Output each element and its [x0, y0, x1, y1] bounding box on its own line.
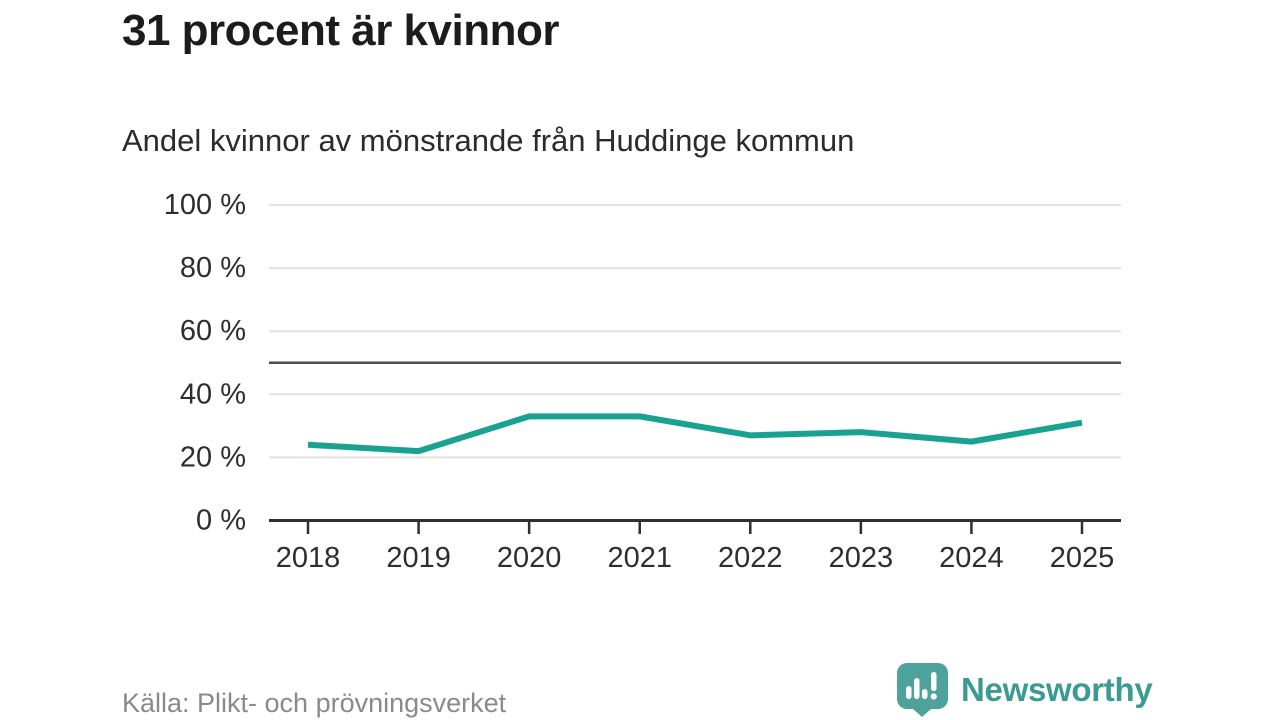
y-tick-label: 20 % [180, 441, 246, 473]
x-tick-label: 2024 [939, 542, 1004, 574]
y-tick-label: 60 % [180, 315, 246, 347]
chart-subtitle: Andel kvinnor av mönstrande från Hudding… [122, 123, 855, 158]
x-tick-label: 2019 [386, 542, 451, 574]
brand-name: Newsworthy [961, 671, 1153, 708]
x-tick-label: 2025 [1050, 542, 1115, 574]
y-tick-label: 80 % [180, 252, 246, 284]
x-tick-label: 2022 [718, 542, 783, 574]
x-tick-label: 2021 [607, 542, 672, 574]
brand-logo: Newsworthy [897, 663, 1153, 717]
source-note: Källa: Plikt- och prövningsverket [122, 688, 507, 718]
x-tick-label: 2023 [829, 542, 894, 574]
series-line [307, 413, 1083, 455]
y-tick-label: 100 % [164, 189, 246, 221]
newsworthy-chart-bubble-icon [897, 663, 948, 717]
x-tick-label: 2018 [276, 542, 341, 574]
y-tick-label: 40 % [180, 378, 246, 410]
x-tick-label: 2020 [497, 542, 562, 574]
y-tick-label: 0 % [196, 505, 246, 537]
page-title: 31 procent är kvinnor [122, 6, 559, 55]
